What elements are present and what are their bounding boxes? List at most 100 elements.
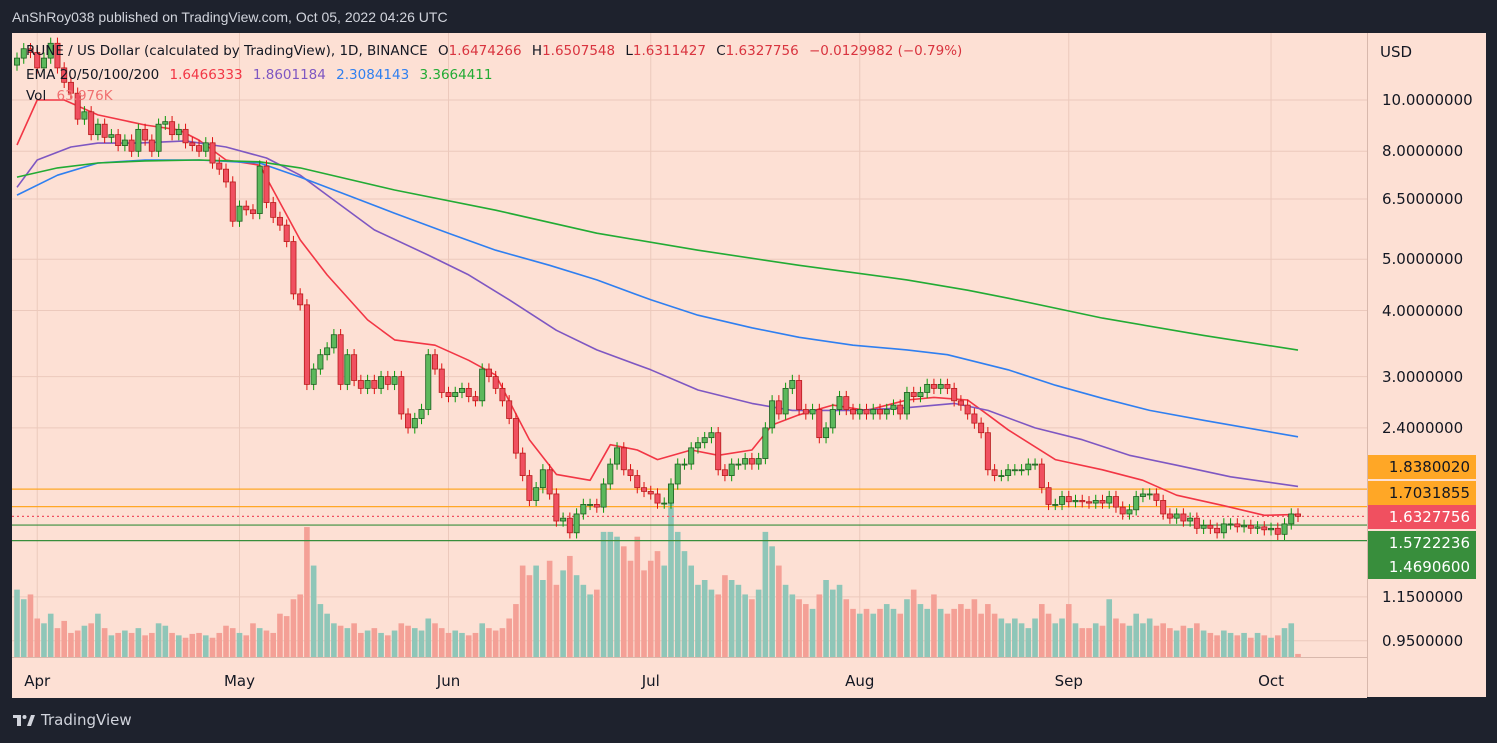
tradingview-logo: TradingView bbox=[13, 711, 132, 729]
volume-bar bbox=[128, 632, 135, 657]
volume-bar bbox=[1281, 628, 1288, 657]
symbol-legend[interactable]: RUNE / US Dollar (calculated by TradingV… bbox=[26, 43, 968, 59]
candle-body bbox=[398, 376, 405, 415]
candle-body bbox=[681, 463, 688, 466]
volume-bar bbox=[277, 613, 283, 657]
candle-body bbox=[883, 409, 890, 415]
candle bbox=[337, 329, 344, 391]
candle-body bbox=[910, 392, 917, 397]
volume-bar bbox=[472, 632, 479, 657]
chart-plot-area[interactable]: RUNE / US Dollar (calculated by TradingV… bbox=[12, 33, 1367, 657]
volume-bar bbox=[762, 531, 769, 657]
candle bbox=[1018, 464, 1025, 476]
candle bbox=[863, 403, 870, 420]
time-tick-label: Sep bbox=[1054, 672, 1083, 690]
candle-body bbox=[47, 42, 54, 59]
volume-bar bbox=[931, 594, 937, 657]
volume-bar bbox=[486, 628, 492, 657]
candle-body bbox=[101, 123, 108, 138]
candle bbox=[67, 76, 74, 99]
candle bbox=[775, 395, 782, 420]
published-caption: AnShRoy038 published on TradingView.com,… bbox=[12, 9, 448, 25]
candle bbox=[951, 382, 958, 407]
candle bbox=[991, 464, 998, 482]
volume-bar bbox=[432, 623, 438, 657]
volume-bar bbox=[991, 613, 998, 657]
volume-bar bbox=[897, 613, 904, 657]
candle-body bbox=[512, 418, 519, 454]
candle-body bbox=[1288, 513, 1295, 525]
volume-bar bbox=[1173, 630, 1180, 657]
volume-bar bbox=[937, 608, 944, 657]
volume-legend[interactable]: Vol 63.976K bbox=[26, 88, 119, 104]
candle bbox=[135, 123, 142, 157]
candle bbox=[1059, 490, 1066, 511]
candle bbox=[843, 390, 850, 416]
volume-bar bbox=[654, 551, 661, 657]
candle bbox=[614, 442, 621, 470]
candle-body bbox=[1254, 526, 1261, 529]
candle bbox=[13, 52, 20, 71]
candle-body bbox=[169, 121, 176, 136]
volume-bar bbox=[459, 632, 465, 657]
candle-body bbox=[1133, 496, 1140, 511]
candle-body bbox=[674, 463, 681, 485]
candle-body bbox=[1011, 469, 1018, 472]
volume-bar bbox=[661, 565, 668, 657]
candle bbox=[957, 395, 964, 411]
candle bbox=[1173, 508, 1180, 524]
volume-bar bbox=[776, 565, 782, 657]
candle-body bbox=[54, 42, 61, 69]
volume-bar bbox=[951, 608, 957, 657]
candle bbox=[1166, 508, 1173, 524]
volume-bar bbox=[1106, 599, 1113, 657]
candle-body bbox=[243, 205, 250, 211]
volume-bar bbox=[1086, 628, 1092, 657]
candle-body bbox=[364, 380, 371, 389]
candle-body bbox=[735, 463, 742, 466]
price-tick-label: 8.0000000 bbox=[1382, 142, 1464, 161]
candle bbox=[1187, 512, 1194, 527]
volume-bar bbox=[1200, 630, 1207, 657]
ema-legend[interactable]: EMA 20/50/100/200 1.6466333 1.8601184 2.… bbox=[26, 67, 499, 83]
candle bbox=[148, 134, 155, 157]
volume-bar bbox=[317, 604, 324, 657]
candle-body bbox=[411, 418, 418, 429]
candle-body bbox=[1153, 493, 1160, 501]
price-axis[interactable]: USD 10.0000000 8.0000000 6.5000000 5.000000… bbox=[1367, 33, 1486, 697]
candle bbox=[263, 160, 270, 209]
time-tick-label: May bbox=[223, 672, 255, 690]
candle bbox=[236, 200, 243, 227]
candle-body bbox=[951, 387, 958, 402]
candle bbox=[1119, 501, 1126, 520]
candle bbox=[384, 370, 391, 391]
volume-bar bbox=[371, 628, 378, 657]
volume-bar bbox=[877, 608, 883, 657]
candle-body bbox=[445, 392, 452, 397]
candle-body bbox=[310, 368, 317, 385]
candle bbox=[162, 115, 169, 130]
volume-bar bbox=[526, 575, 533, 657]
volume-bar bbox=[162, 625, 169, 657]
volume-bar bbox=[122, 630, 128, 657]
candle bbox=[175, 123, 182, 141]
candle bbox=[438, 363, 445, 399]
candle-body bbox=[13, 57, 20, 66]
candle bbox=[876, 403, 883, 420]
candle-body bbox=[499, 387, 506, 402]
candle bbox=[1261, 521, 1268, 536]
candle-body bbox=[142, 128, 149, 141]
candles bbox=[13, 37, 1302, 540]
candle-body bbox=[870, 409, 877, 415]
volume-bar bbox=[324, 613, 330, 657]
candle bbox=[223, 163, 230, 188]
candle-body bbox=[1166, 513, 1173, 519]
time-axis[interactable]: Apr May Jun Jul Aug Sep Oct bbox=[12, 657, 1367, 698]
candle bbox=[1072, 494, 1079, 508]
volume-bar bbox=[533, 565, 539, 657]
candle-body bbox=[1018, 469, 1025, 472]
candle-body bbox=[1032, 463, 1039, 466]
candle-body bbox=[978, 422, 985, 434]
volume-bar bbox=[256, 628, 263, 657]
volume-bar bbox=[438, 628, 445, 657]
